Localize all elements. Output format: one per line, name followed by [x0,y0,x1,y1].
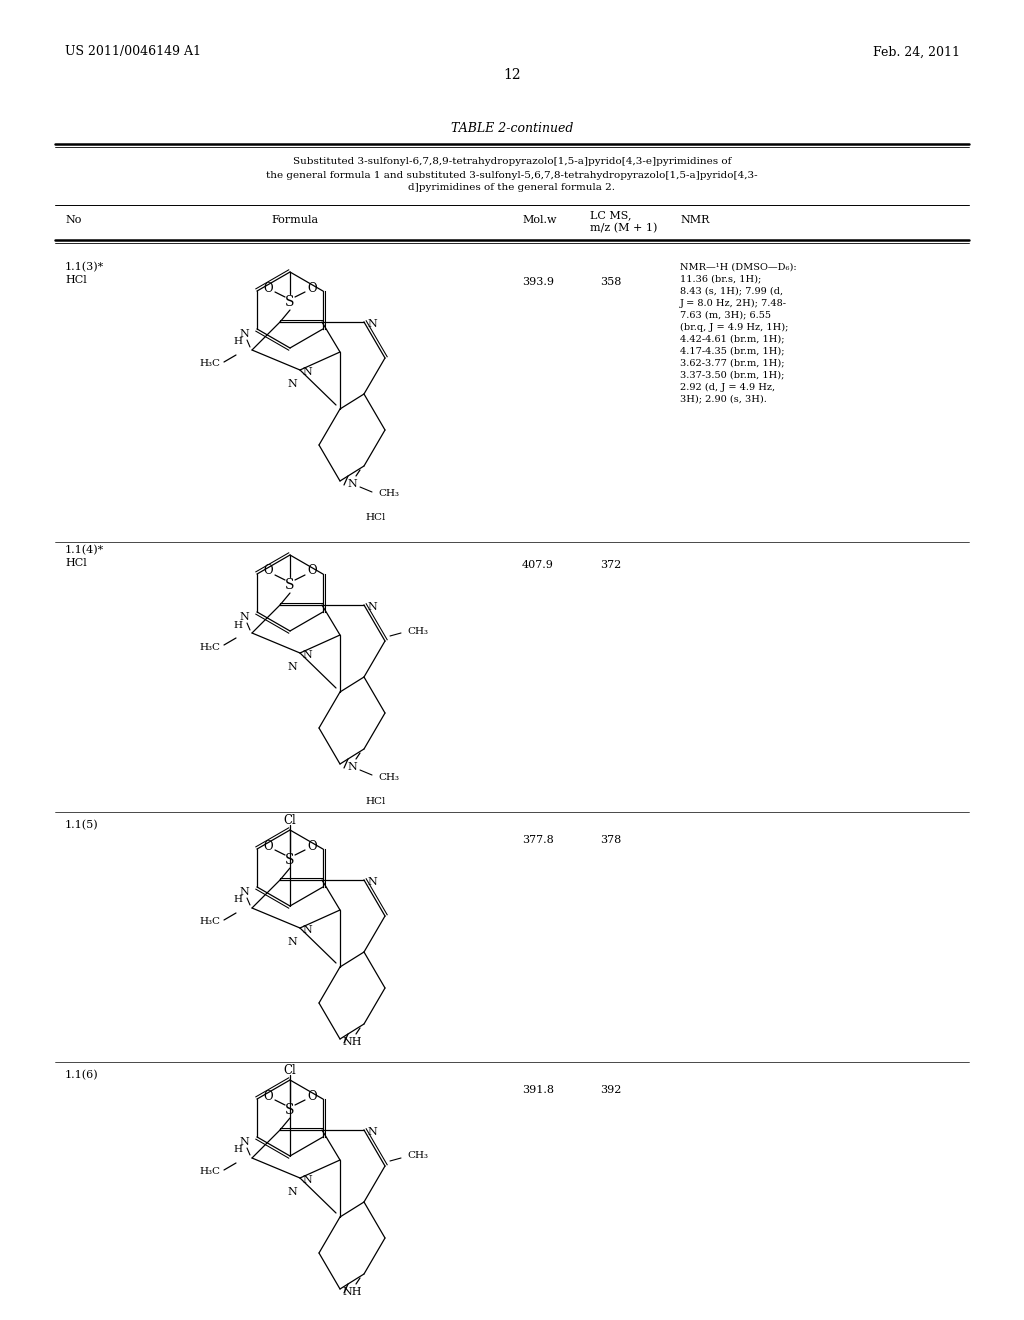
Text: N: N [240,1137,249,1147]
Text: 393.9: 393.9 [522,277,554,286]
Text: H₃C: H₃C [200,359,220,368]
Text: N: N [368,876,377,887]
Text: N: N [287,937,297,946]
Text: TABLE 2-continued: TABLE 2-continued [451,121,573,135]
Text: HCl: HCl [365,796,385,805]
Text: 3.37-3.50 (br.m, 1H);: 3.37-3.50 (br.m, 1H); [680,371,784,380]
Text: O: O [263,1089,272,1102]
Text: HCl: HCl [365,513,385,523]
Text: H: H [233,620,243,630]
Text: CH₃: CH₃ [407,627,428,635]
Text: US 2011/0046149 A1: US 2011/0046149 A1 [65,45,201,58]
Text: H: H [233,1146,243,1155]
Text: No: No [65,215,81,224]
Text: H: H [233,895,243,904]
Text: 7.63 (m, 3H); 6.55: 7.63 (m, 3H); 6.55 [680,310,771,319]
Text: 12: 12 [503,69,521,82]
Text: Cl: Cl [284,814,296,828]
Text: H₃C: H₃C [200,917,220,927]
Text: N: N [302,367,312,378]
Text: O: O [307,565,316,578]
Text: N: N [240,887,249,898]
Text: 391.8: 391.8 [522,1085,554,1096]
Text: N: N [368,1127,377,1137]
Text: 2.92 (d, J = 4.9 Hz,: 2.92 (d, J = 4.9 Hz, [680,383,775,392]
Text: CH₃: CH₃ [378,772,399,781]
Text: 392: 392 [600,1085,622,1096]
Text: 8.43 (s, 1H); 7.99 (d,: 8.43 (s, 1H); 7.99 (d, [680,286,783,296]
Text: 4.42-4.61 (br.m, 1H);: 4.42-4.61 (br.m, 1H); [680,334,784,343]
Text: N: N [368,602,377,612]
Text: 11.36 (br.s, 1H);: 11.36 (br.s, 1H); [680,275,761,284]
Text: Mol.w: Mol.w [522,215,556,224]
Text: HCl: HCl [65,275,87,285]
Text: N: N [287,379,297,389]
Text: N: N [302,649,312,660]
Text: O: O [307,281,316,294]
Text: 1.1(5): 1.1(5) [65,820,98,830]
Text: N: N [287,663,297,672]
Text: 3.62-3.77 (br.m, 1H);: 3.62-3.77 (br.m, 1H); [680,359,784,367]
Text: (br.q, J = 4.9 Hz, 1H);: (br.q, J = 4.9 Hz, 1H); [680,322,788,331]
Text: 1.1(6): 1.1(6) [65,1069,98,1080]
Text: S: S [286,578,295,591]
Text: H: H [233,338,243,346]
Text: NMR: NMR [680,215,710,224]
Text: O: O [263,840,272,853]
Text: d]pyrimidines of the general formula 2.: d]pyrimidines of the general formula 2. [409,183,615,193]
Text: 1.1(3)*: 1.1(3)* [65,261,104,272]
Text: HCl: HCl [65,558,87,568]
Text: 407.9: 407.9 [522,560,554,570]
Text: the general formula 1 and substituted 3-sulfonyl-5,6,7,8-tetrahydropyrazolo[1,5-: the general formula 1 and substituted 3-… [266,170,758,180]
Text: 377.8: 377.8 [522,836,554,845]
Text: LC MS,: LC MS, [590,210,632,220]
Text: O: O [263,281,272,294]
Text: N: N [368,319,377,329]
Text: O: O [263,565,272,578]
Text: N: N [302,1175,312,1185]
Text: Cl: Cl [284,1064,296,1077]
Text: m/z (M + 1): m/z (M + 1) [590,223,657,234]
Text: S: S [286,853,295,867]
Text: NH: NH [342,1287,361,1298]
Text: Feb. 24, 2011: Feb. 24, 2011 [873,45,961,58]
Text: Substituted 3-sulfonyl-6,7,8,9-tetrahydropyrazolo[1,5-a]pyrido[4,3-e]pyrimidines: Substituted 3-sulfonyl-6,7,8,9-tetrahydr… [293,157,731,166]
Text: 372: 372 [600,560,622,570]
Text: N: N [347,479,357,488]
Text: S: S [286,1104,295,1117]
Text: H₃C: H₃C [200,643,220,652]
Text: N: N [240,612,249,622]
Text: 358: 358 [600,277,622,286]
Text: NMR—¹H (DMSO—D₆):: NMR—¹H (DMSO—D₆): [680,263,797,272]
Text: Formula: Formula [271,215,318,224]
Text: N: N [240,329,249,339]
Text: S: S [286,294,295,309]
Text: CH₃: CH₃ [378,490,399,499]
Text: O: O [307,840,316,853]
Text: CH₃: CH₃ [407,1151,428,1160]
Text: NH: NH [342,1038,361,1047]
Text: H₃C: H₃C [200,1167,220,1176]
Text: N: N [287,1187,297,1197]
Text: J = 8.0 Hz, 2H); 7.48-: J = 8.0 Hz, 2H); 7.48- [680,298,787,308]
Text: N: N [302,925,312,935]
Text: 3H); 2.90 (s, 3H).: 3H); 2.90 (s, 3H). [680,395,767,404]
Text: O: O [307,1089,316,1102]
Text: 4.17-4.35 (br.m, 1H);: 4.17-4.35 (br.m, 1H); [680,346,784,355]
Text: 378: 378 [600,836,622,845]
Text: 1.1(4)*: 1.1(4)* [65,545,104,556]
Text: N: N [347,762,357,772]
